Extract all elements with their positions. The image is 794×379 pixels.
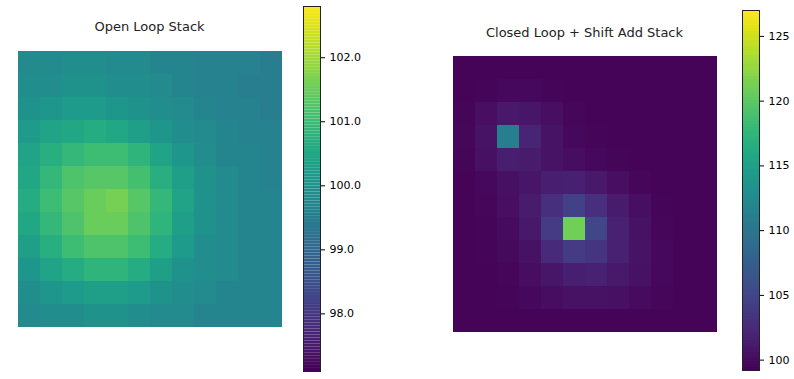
svg-text:105: 105 <box>769 289 790 302</box>
html-text:Closed Loop + Shift Add Stack: Closed Loop + Shift Add Stack <box>485 24 683 40</box>
html-text:Open Loop Stack: Open Loop Stack <box>94 19 205 34</box>
svg-text:115: 115 <box>769 159 790 172</box>
svg-text:100: 100 <box>769 354 790 367</box>
svg-text:101.0: 101.0 <box>330 115 362 128</box>
svg-text:120: 120 <box>769 95 790 108</box>
svg-text:125: 125 <box>769 30 790 43</box>
svg-text:99.0: 99.0 <box>330 243 355 256</box>
svg-text:100.0: 100.0 <box>330 179 362 192</box>
svg-text:98.0: 98.0 <box>330 307 355 320</box>
svg-text:110: 110 <box>769 224 790 237</box>
svg-text:102.0: 102.0 <box>330 51 362 64</box>
